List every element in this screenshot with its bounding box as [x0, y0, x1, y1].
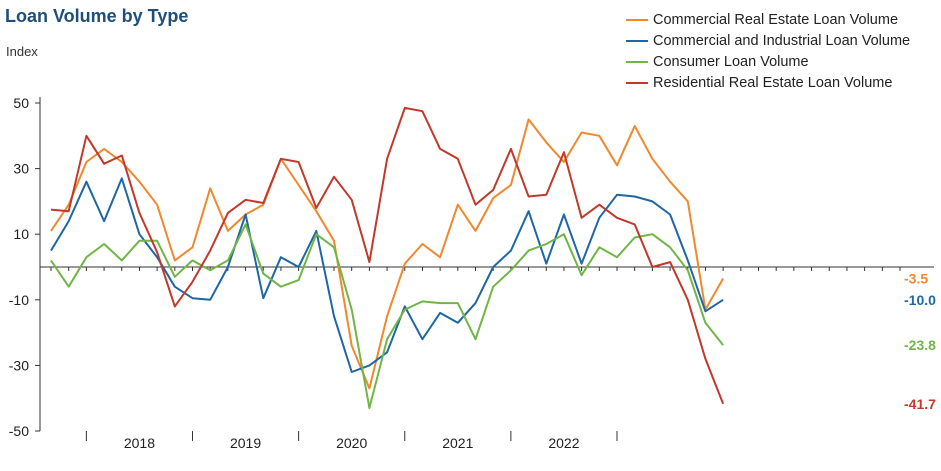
- x-tick-label: 2018: [124, 435, 155, 451]
- x-tick-label: 2019: [230, 435, 261, 451]
- y-axis-label: Index: [6, 44, 38, 59]
- y-tick-label: 10: [13, 226, 29, 242]
- legend: Commercial Real Estate Loan Volume Comme…: [626, 9, 910, 93]
- legend-label-cre: Commercial Real Estate Loan Volume: [653, 11, 899, 28]
- legend-swatch-rre: [626, 81, 648, 84]
- series-line-1: [50, 118, 724, 390]
- legend-label-rre: Residential Real Estate Loan Volume: [653, 74, 893, 91]
- series-line-3: [50, 223, 724, 409]
- series-end-label-4: -41.7: [904, 396, 936, 412]
- legend-item-consumer: Consumer Loan Volume: [626, 51, 910, 72]
- legend-label-ci: Commercial and Industrial Loan Volume: [653, 32, 911, 49]
- y-tick-label: -10: [9, 292, 29, 308]
- x-tick-label: 2021: [442, 435, 473, 451]
- series-end-label-1: -3.5: [904, 270, 928, 286]
- legend-swatch-cre: [626, 18, 648, 21]
- legend-label-consumer: Consumer Loan Volume: [653, 53, 809, 70]
- legend-item-rre: Residential Real Estate Loan Volume: [626, 72, 910, 93]
- legend-item-ci: Commercial and Industrial Loan Volume: [626, 30, 910, 51]
- series-end-label-3: -23.8: [904, 337, 936, 353]
- legend-item-cre: Commercial Real Estate Loan Volume: [626, 9, 910, 30]
- y-tick-label: 50: [13, 95, 29, 111]
- y-tick-label: 30: [13, 161, 29, 177]
- chart-title: Loan Volume by Type: [5, 6, 189, 26]
- x-tick-label: 2020: [336, 435, 367, 451]
- series-end-label-2: -10.0: [904, 292, 936, 308]
- series-line-2: [50, 177, 724, 373]
- y-tick-label: -50: [9, 423, 29, 439]
- legend-swatch-consumer: [626, 60, 648, 63]
- series-line-4: [50, 106, 725, 405]
- y-tick-label: -30: [9, 357, 29, 373]
- legend-swatch-ci: [626, 39, 648, 42]
- x-tick-label: 2022: [548, 435, 579, 451]
